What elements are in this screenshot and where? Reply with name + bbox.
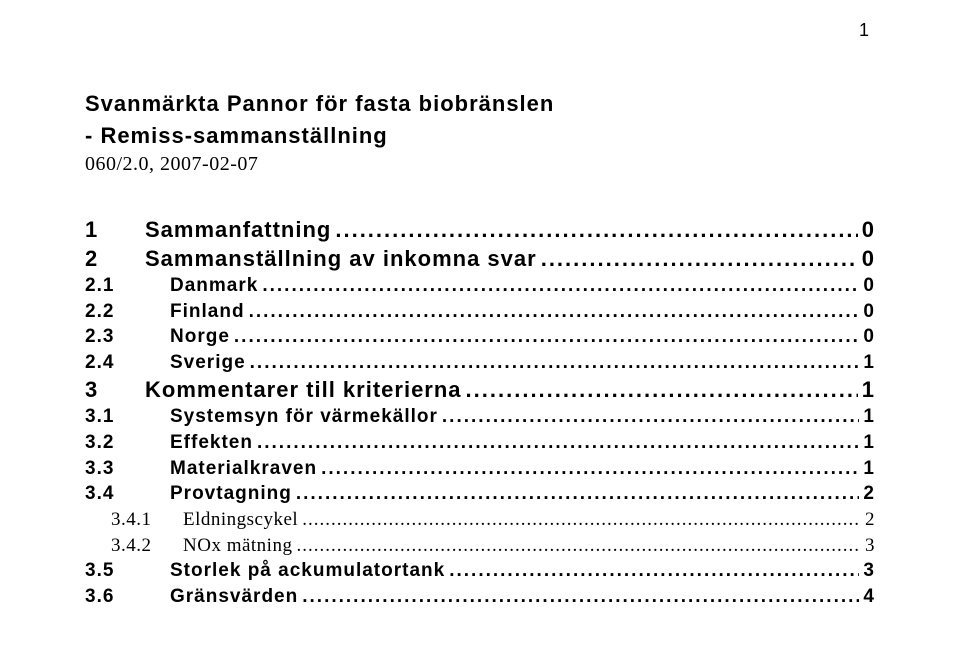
toc-page: 2 (859, 481, 875, 507)
toc-entry: 3.2 Effekten ...........................… (85, 430, 875, 456)
toc-page: 2 (861, 507, 875, 533)
toc-number: 2 (85, 245, 145, 274)
page-number: 1 (859, 20, 870, 41)
toc-entry: 3.3 Materialkraven .....................… (85, 456, 875, 482)
toc-leader: ........................................… (296, 481, 860, 507)
toc-label: Norge (170, 324, 234, 350)
toc-entry: 2.2 Finland ............................… (85, 299, 875, 325)
toc-leader: ........................................… (541, 245, 858, 274)
toc-number: 3.5 (85, 558, 170, 584)
document-body: Svanmärkta Pannor för fasta biobränslen … (0, 0, 960, 609)
toc-entry: 3.1 Systemsyn för värmekällor ..........… (85, 404, 875, 430)
toc-leader: ........................................… (442, 404, 860, 430)
toc-page: 0 (859, 324, 875, 350)
toc-leader: ........................................… (302, 584, 859, 610)
toc-page: 1 (859, 350, 875, 376)
toc-entry: 3.5 Storlek på ackumulatortank .........… (85, 558, 875, 584)
toc-entry: 1 Sammanfattning .......................… (85, 216, 875, 245)
toc-leader: ........................................… (250, 350, 860, 376)
toc-leader: ........................................… (296, 533, 861, 559)
toc-number: 2.4 (85, 350, 170, 376)
toc-label: Effekten (170, 430, 257, 456)
toc-label: Gränsvärden (170, 584, 302, 610)
toc-label: Sammanställning av inkomna svar (145, 245, 541, 274)
toc-page: 0 (858, 216, 875, 245)
toc-entry: 2.1 Danmark ............................… (85, 273, 875, 299)
toc-number: 2.3 (85, 324, 170, 350)
toc-label: Provtagning (170, 481, 296, 507)
toc-label: Sverige (170, 350, 250, 376)
toc-label: Systemsyn för värmekällor (170, 404, 442, 430)
toc-number: 3.4.2 (111, 533, 183, 559)
toc-entry: 3.4 Provtagning ........................… (85, 481, 875, 507)
toc-entry: 3.4.2 NOx mätning ......................… (85, 533, 875, 559)
toc-number: 3.1 (85, 404, 170, 430)
toc-number: 3.4 (85, 481, 170, 507)
toc-leader: ........................................… (335, 216, 857, 245)
toc-entry: 3 Kommentarer till kriterierna .........… (85, 376, 875, 405)
title-line-1: Svanmärkta Pannor för fasta biobränslen (85, 90, 875, 118)
toc-page: 0 (858, 245, 875, 274)
table-of-contents: 1 Sammanfattning .......................… (85, 216, 875, 609)
toc-number: 2.1 (85, 273, 170, 299)
toc-leader: ........................................… (302, 507, 861, 533)
toc-number: 3.3 (85, 456, 170, 482)
toc-page: 0 (859, 273, 875, 299)
toc-number: 3 (85, 376, 145, 405)
toc-page: 4 (859, 584, 875, 610)
toc-page: 3 (859, 558, 875, 584)
toc-leader: ........................................… (262, 273, 859, 299)
toc-number: 3.4.1 (111, 507, 183, 533)
toc-leader: ........................................… (321, 456, 859, 482)
toc-label: Sammanfattning (145, 216, 335, 245)
toc-entry: 3.6 Gränsvärden ........................… (85, 584, 875, 610)
toc-leader: ........................................… (234, 324, 860, 350)
title-line-2: - Remiss-sammanställning (85, 122, 875, 150)
toc-entry: 2.4 Sverige ............................… (85, 350, 875, 376)
toc-number: 3.2 (85, 430, 170, 456)
toc-label: Danmark (170, 273, 262, 299)
toc-page: 0 (859, 299, 875, 325)
toc-leader: ........................................… (249, 299, 860, 325)
toc-label: Kommentarer till kriterierna (145, 376, 466, 405)
toc-page: 1 (859, 456, 875, 482)
toc-label: Storlek på ackumulatortank (170, 558, 449, 584)
toc-label: Finland (170, 299, 249, 325)
toc-leader: ........................................… (449, 558, 859, 584)
toc-number: 3.6 (85, 584, 170, 610)
toc-page: 3 (861, 533, 875, 559)
toc-number: 1 (85, 216, 145, 245)
toc-leader: ........................................… (466, 376, 858, 405)
toc-label: NOx mätning (183, 533, 296, 559)
toc-page: 1 (858, 376, 875, 405)
toc-entry: 2.3 Norge ..............................… (85, 324, 875, 350)
toc-page: 1 (859, 404, 875, 430)
toc-entry: 2 Sammanställning av inkomna svar ......… (85, 245, 875, 274)
toc-page: 1 (859, 430, 875, 456)
toc-label: Materialkraven (170, 456, 321, 482)
toc-label: Eldningscykel (183, 507, 302, 533)
toc-number: 2.2 (85, 299, 170, 325)
subtitle: 060/2.0, 2007-02-07 (85, 153, 875, 176)
toc-leader: ........................................… (257, 430, 859, 456)
toc-entry: 3.4.1 Eldningscykel ....................… (85, 507, 875, 533)
